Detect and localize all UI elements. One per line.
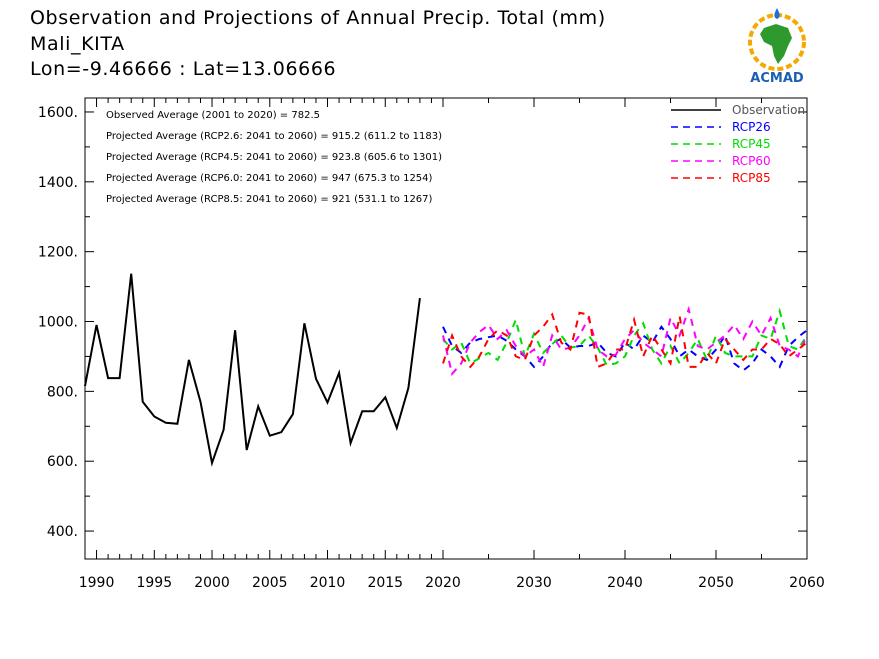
- x-tick-label: 2030: [516, 575, 552, 591]
- series-line-rcp85: [442, 311, 808, 369]
- y-axis: 400. 600. 800. 1000. 1200. 1400. 1600.: [38, 105, 807, 540]
- annotation-rcp85: Projected Average (RCP8.5: 2041 to 2060)…: [106, 194, 433, 205]
- y-tick-label: 1200.: [38, 245, 78, 261]
- x-tick-label: 2000: [194, 575, 230, 591]
- location-label: Mali_KITA: [30, 33, 125, 55]
- x-axis: 1990 1995 2000 2005 2010 2015 2020 2030 2040 2050…: [79, 98, 825, 591]
- annotation-rcp45: Projected Average (RCP4.5: 2041 to 2060)…: [106, 152, 442, 163]
- x-tick-label: 2020: [425, 575, 461, 591]
- acmad-logo: ACMAD: [748, 8, 806, 86]
- legend: Observation RCP26 RCP45 RCP60 RCP85: [671, 103, 805, 185]
- x-tick-label: 1990: [79, 575, 115, 591]
- legend-label-observation: Observation: [732, 103, 805, 117]
- annotation-observed: Observed Average (2001 to 2020) = 782.5: [106, 110, 320, 121]
- coordinates-label: Lon=-9.46666 : Lat=13.06666: [30, 58, 337, 80]
- x-tick-label: 2050: [698, 575, 734, 591]
- series-line-rcp45: [442, 307, 808, 367]
- series-line-observation: [84, 273, 421, 467]
- series-line-rcp26: [442, 324, 808, 372]
- x-tick-label: 1995: [136, 575, 172, 591]
- chart-title: Observation and Projections of Annual Pr…: [30, 7, 606, 29]
- annotations: Observed Average (2001 to 2020) = 782.5 …: [106, 110, 442, 205]
- y-tick-label: 800.: [47, 384, 78, 400]
- legend-label-rcp26: RCP26: [732, 120, 771, 134]
- x-tick-label: 2060: [789, 575, 825, 591]
- x-tick-label: 2040: [607, 575, 643, 591]
- series-lines: [84, 273, 808, 467]
- plot-frame: [84, 97, 808, 560]
- series-line-rcp60: [442, 305, 808, 377]
- x-tick-label: 2015: [367, 575, 403, 591]
- legend-label-rcp45: RCP45: [732, 137, 771, 151]
- y-tick-label: 1000.: [38, 315, 78, 331]
- legend-label-rcp60: RCP60: [732, 154, 771, 168]
- y-tick-label: 1600.: [38, 105, 78, 121]
- y-tick-label: 600.: [47, 454, 78, 470]
- annotation-rcp26: Projected Average (RCP2.6: 2041 to 2060)…: [106, 131, 442, 142]
- annotation-rcp60: Projected Average (RCP6.0: 2041 to 2060)…: [106, 173, 433, 184]
- logo-text: ACMAD: [750, 71, 804, 86]
- africa-globe-logo-icon: [748, 8, 806, 71]
- y-tick-label: 1400.: [38, 175, 78, 191]
- x-tick-label: 2010: [310, 575, 346, 591]
- legend-label-rcp85: RCP85: [732, 171, 771, 185]
- y-tick-label: 400.: [47, 524, 78, 540]
- x-tick-label: 2005: [252, 575, 288, 591]
